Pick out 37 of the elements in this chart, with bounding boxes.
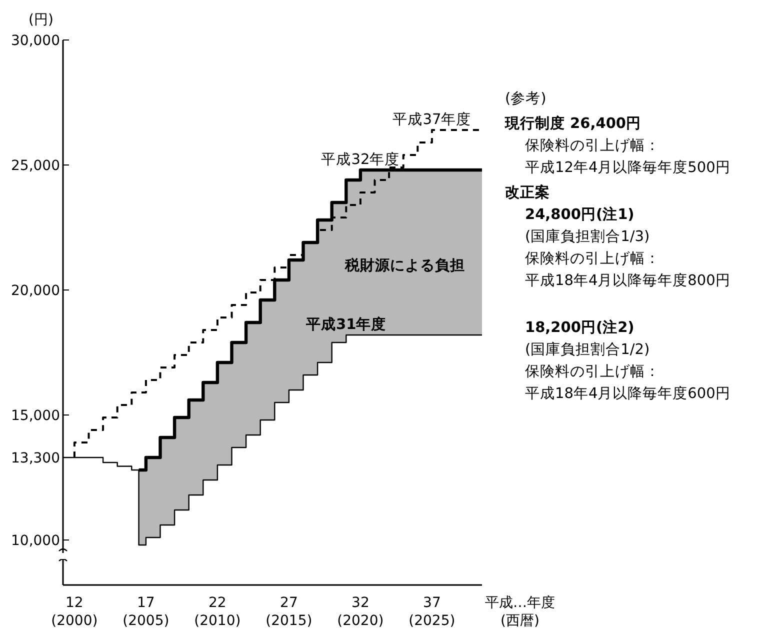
text: 保険料の引上げ幅： [525, 363, 660, 380]
annotation: 税財源による負担 [344, 257, 465, 274]
annotation: 平成32年度 [321, 151, 400, 168]
y-tick-label: 10,000 [11, 532, 60, 549]
text: (参考) [505, 90, 546, 107]
text: 現行制度 26,400円 [504, 114, 642, 132]
text: 18,200円(注2) [525, 318, 634, 336]
y-tick-label: 20,000 [11, 282, 60, 299]
x2-tick-label: (2025) [408, 613, 456, 629]
x2-tick-label: (2005) [122, 613, 170, 629]
x-axis-title: 平成…年度 (西暦) [485, 595, 555, 629]
y-tick-label: 30,000 [11, 32, 60, 49]
y-axis-title: (円) [28, 12, 54, 28]
x-tick-label: 22 [208, 595, 226, 611]
y-tick-label: 13,300 [11, 450, 60, 466]
x2-tick-label: (2020) [337, 613, 384, 629]
text: 24,800円(注1) [525, 205, 634, 223]
x-tick-label: 27 [280, 595, 298, 611]
x-tick-label: 37 [423, 595, 441, 611]
text: (国庫負担割合1/3) [525, 228, 650, 245]
x-tick-label: 12 [66, 595, 84, 611]
x-tick-label: 17 [137, 595, 155, 611]
y-tick-label: 15,000 [11, 408, 60, 424]
text: 平成18年4月以降毎年度800円 [525, 272, 730, 289]
text: 平成12年4月以降毎年度500円 [525, 159, 730, 176]
text: (国庫負担割合1/2) [525, 341, 650, 358]
x2-tick-label: (2010) [194, 613, 241, 629]
text: 平成18年4月以降毎年度600円 [525, 385, 730, 402]
x2-tick-label: (2000) [51, 613, 98, 629]
x2-tick-label: (2015) [266, 613, 312, 629]
text: 改正案 [505, 183, 550, 201]
text: 保険料の引上げ幅： [525, 250, 660, 267]
annotation: 平成31年度 [305, 315, 386, 333]
y-tick-label: 25,000 [11, 158, 60, 174]
text: 保険料の引上げ幅： [525, 137, 660, 154]
x-tick-label: 32 [352, 595, 370, 611]
annotation: 平成37年度 [392, 111, 472, 128]
